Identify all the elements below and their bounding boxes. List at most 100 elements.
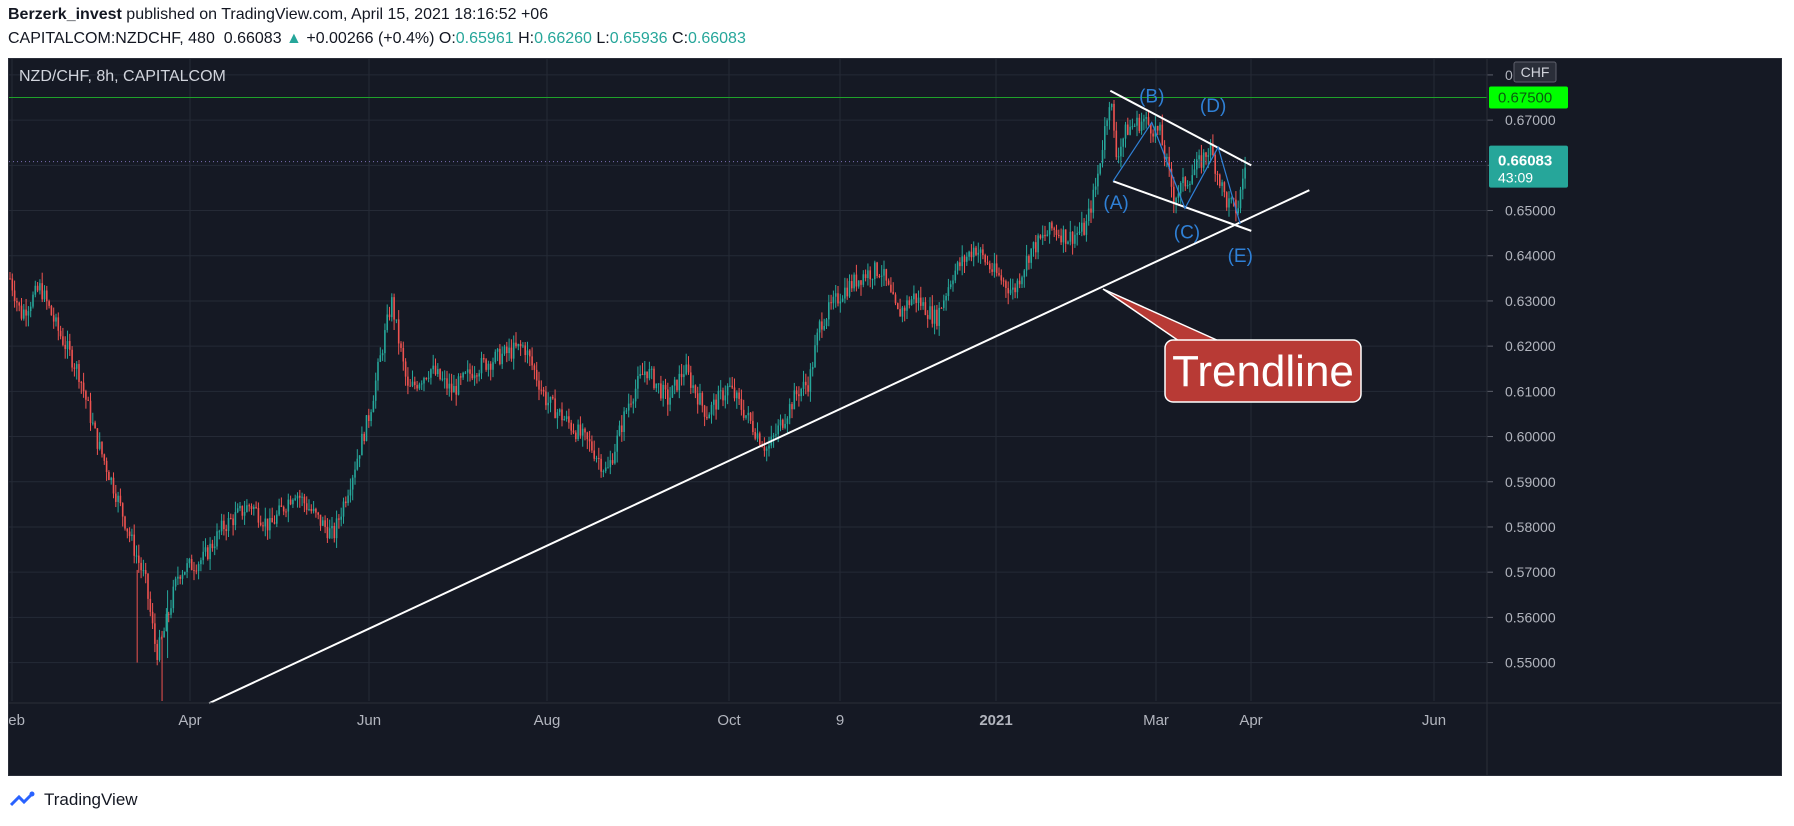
candle-body xyxy=(729,385,731,387)
candle-body xyxy=(441,378,444,380)
candle-body xyxy=(653,368,655,389)
candle-body xyxy=(39,283,41,291)
candle-body xyxy=(437,369,439,375)
currency-label: CHF xyxy=(1521,64,1550,80)
candle-body xyxy=(717,390,720,410)
candle-body xyxy=(890,284,892,292)
candle-body xyxy=(204,547,207,552)
candle-body xyxy=(89,400,92,423)
candle-body xyxy=(830,302,832,304)
candle-body xyxy=(476,375,478,377)
y-tick-label: 0.56000 xyxy=(1505,609,1556,625)
candle-body xyxy=(147,573,149,599)
candle-body xyxy=(29,306,32,312)
candle-body xyxy=(784,423,786,428)
candle-body xyxy=(13,290,16,302)
candle-body xyxy=(710,404,713,415)
candle-body xyxy=(1058,234,1060,236)
candle-body xyxy=(1018,280,1021,285)
candle-body xyxy=(841,298,844,302)
candle-body xyxy=(1106,120,1108,127)
candle-body xyxy=(48,301,50,306)
price-chart[interactable]: (A)(B)(C)(D)(E) 0.680000.670000.660000.6… xyxy=(0,59,1781,775)
candle-body xyxy=(614,451,616,464)
candle-body xyxy=(404,361,407,377)
candle-body xyxy=(1060,235,1062,243)
candle-body xyxy=(250,506,253,509)
candle-body xyxy=(16,301,18,303)
candle-body xyxy=(887,280,890,285)
candle-body xyxy=(966,256,968,262)
candle-body xyxy=(430,369,432,378)
candle-body xyxy=(724,395,727,401)
candle-body xyxy=(563,418,566,421)
candle-body xyxy=(177,576,179,579)
candle-body xyxy=(471,373,474,379)
candle-body xyxy=(917,297,920,303)
candle-body xyxy=(46,290,48,302)
candle-body xyxy=(618,425,621,436)
candle-body xyxy=(209,543,211,560)
candle-body xyxy=(1156,125,1159,131)
author-name[interactable]: Berzerk_invest xyxy=(8,6,122,23)
drawings[interactable]: (A) (B) (C) (D) (E) xyxy=(9,86,1487,705)
candle-body xyxy=(115,493,117,502)
candle-body xyxy=(174,578,177,587)
candle-body xyxy=(848,281,851,297)
candle-body xyxy=(1166,156,1168,159)
candle-body xyxy=(570,422,572,431)
candle-body xyxy=(361,433,363,456)
candle-body xyxy=(1014,287,1016,293)
candle-body xyxy=(216,531,218,547)
candle-body xyxy=(271,517,273,523)
candle-body xyxy=(1219,174,1221,186)
candle-body xyxy=(469,369,471,374)
candle-body xyxy=(308,508,310,510)
candle-body xyxy=(98,441,101,449)
candle-body xyxy=(246,505,248,512)
chart-title: NZD/CHF, 8h, CAPITALCOM xyxy=(19,68,226,85)
candle-body xyxy=(860,280,862,285)
brand-name[interactable]: TradingView xyxy=(44,790,138,809)
candle-body xyxy=(742,409,745,418)
wave-label: (D) xyxy=(1200,96,1226,117)
candle-body xyxy=(453,386,455,393)
candle-body xyxy=(117,495,119,502)
candle-body xyxy=(207,547,209,560)
candle-body xyxy=(538,380,540,390)
candle-body xyxy=(259,522,262,526)
candle-body xyxy=(906,300,908,311)
candle-body xyxy=(391,297,393,318)
change-value: +0.00266 (+0.4%) xyxy=(306,30,435,47)
candle-body xyxy=(363,433,365,442)
candle-body xyxy=(220,520,223,532)
candle-body xyxy=(814,345,816,368)
candle-body xyxy=(926,315,929,319)
candle-body xyxy=(1161,124,1164,146)
candle-body xyxy=(1140,121,1143,131)
chart-panel[interactable]: (A)(B)(C)(D)(E) 0.680000.670000.660000.6… xyxy=(0,58,1782,776)
candle-body xyxy=(487,363,490,370)
wave-label: (E) xyxy=(1228,246,1253,267)
x-tick-label: Feb xyxy=(9,712,25,729)
candle-body xyxy=(156,643,158,660)
candle-body xyxy=(1177,193,1180,198)
candle-body xyxy=(524,345,526,356)
symbol-label: CAPITALCOM:NZDCHF, 480 xyxy=(8,30,215,47)
candle-body xyxy=(609,460,612,468)
candle-body xyxy=(876,262,878,277)
axes: 0.680000.670000.660000.650000.640000.630… xyxy=(0,59,1781,775)
candle-body xyxy=(749,412,752,421)
candle-body xyxy=(1012,287,1014,290)
candle-body xyxy=(184,571,186,575)
candle-body xyxy=(961,256,963,267)
candle-body xyxy=(25,309,27,316)
candle-body xyxy=(607,467,609,469)
candle-body xyxy=(1244,167,1246,179)
candle-body xyxy=(1168,156,1170,169)
x-tick-label: Oct xyxy=(717,712,741,729)
candle-body xyxy=(248,505,250,507)
candle-body xyxy=(167,613,170,615)
candle-body xyxy=(1143,118,1145,122)
candle-body xyxy=(1216,173,1219,175)
